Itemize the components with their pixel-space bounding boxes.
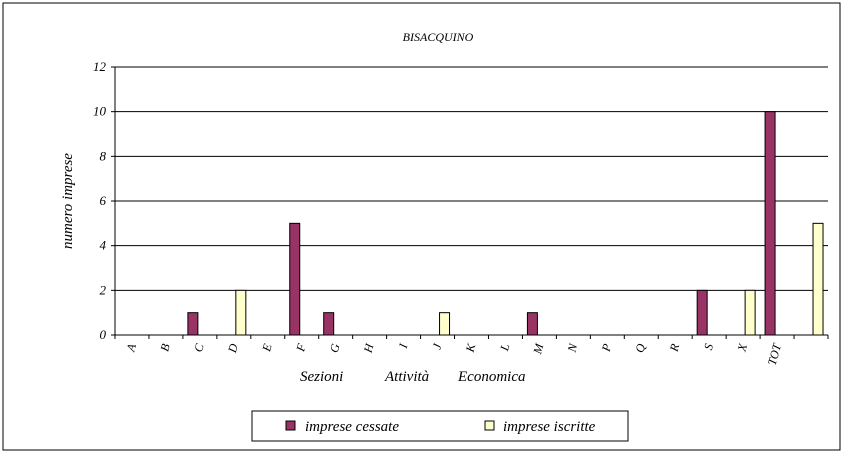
- x-axis-title-word: Attività: [384, 369, 429, 385]
- x-tick-label: S: [701, 342, 716, 351]
- x-tick-label: M: [530, 341, 547, 356]
- x-tick-label: TOT: [765, 341, 785, 367]
- bar-cessate: [696, 289, 708, 336]
- x-tick-label: B: [157, 342, 173, 353]
- bar-cessate: [323, 312, 335, 336]
- x-axis-title: Sezioni Attività Economica: [300, 369, 525, 385]
- legend-box: [251, 410, 629, 442]
- x-axis-title-word: Sezioni: [300, 369, 343, 385]
- y-tick-label: 2: [100, 282, 107, 297]
- legend-swatch-iscritte: [484, 420, 495, 431]
- bar-cessate: [764, 111, 776, 336]
- y-tick-label: 8: [100, 148, 107, 163]
- chart-title: BISACQUINO: [403, 30, 474, 44]
- x-tick-label: D: [225, 342, 241, 355]
- y-tick-label: 6: [100, 193, 107, 208]
- legend-label-cessate: imprese cessate: [305, 419, 399, 435]
- legend-swatch-cessate: [285, 420, 296, 431]
- y-axis-title: numero imprese: [60, 153, 76, 249]
- bar-iscritte: [439, 312, 451, 336]
- x-tick-label: I: [396, 341, 411, 350]
- bar-cessate: [289, 222, 301, 336]
- bar-iscritte: [812, 222, 824, 336]
- bar-cessate: [187, 312, 199, 336]
- bar-cessate: [526, 312, 538, 336]
- bar-iscritte: [235, 289, 247, 336]
- x-tick-label: Q: [632, 342, 648, 354]
- y-tick-label: 0: [100, 327, 107, 342]
- x-axis-title-word: Economica: [457, 369, 525, 385]
- y-tick-label: 4: [100, 238, 107, 253]
- x-tick-label: J: [430, 342, 445, 351]
- y-tick-label: 10: [93, 104, 107, 119]
- bar-iscritte: [744, 289, 756, 336]
- y-tick-label: 12: [93, 59, 107, 74]
- legend: imprese cessate imprese iscritte: [251, 410, 629, 442]
- legend-label-iscritte: imprese iscritte: [503, 419, 596, 435]
- x-tick-label: L: [497, 342, 513, 353]
- y-axis-ticks: 0 2 4 6 8 10 12: [93, 59, 115, 342]
- x-tick-label: G: [327, 342, 343, 354]
